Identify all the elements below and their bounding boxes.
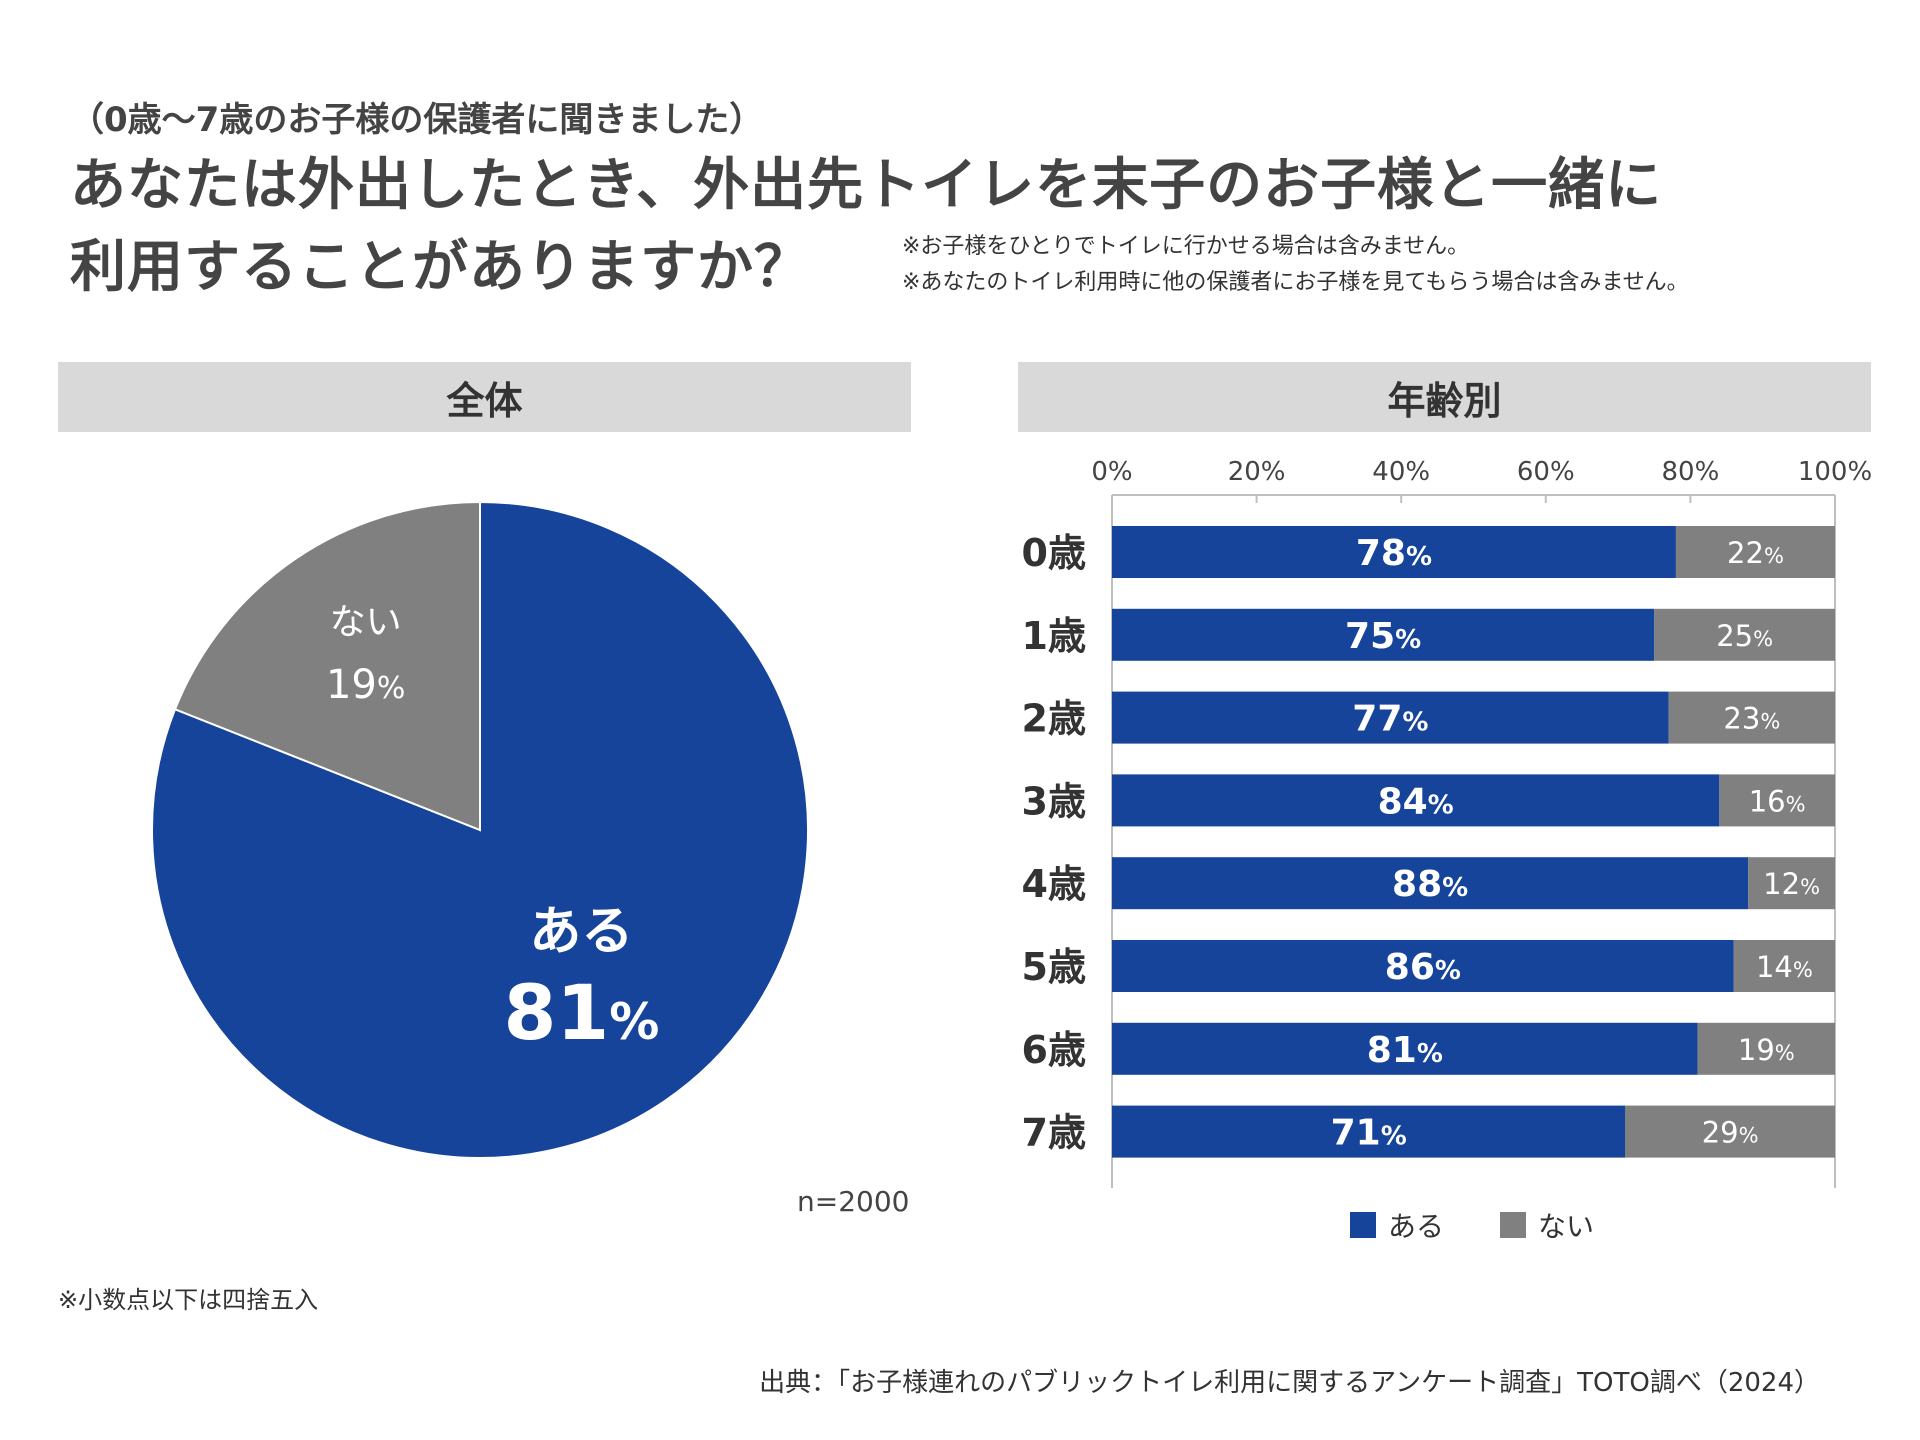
bar-aru [1112,1105,1626,1158]
bar-nai [1719,774,1835,827]
data-label-nai: 29% [1702,1116,1759,1150]
legend-label-aru: ある [1388,1210,1445,1243]
category-label: 4歳 [1022,862,1086,906]
data-label-aru: 86% [1385,947,1461,988]
pie-label-aru: ある [529,902,633,962]
pie-label-nai: ない [330,602,402,643]
bar-nai [1654,608,1835,661]
data-label-aru: 88% [1392,864,1468,905]
bar-nai [1697,1022,1835,1075]
category-label: 2歳 [1022,697,1086,741]
x-tick-label: 80% [1662,457,1720,487]
data-label-nai: 19% [1738,1033,1795,1067]
bar-nai [1748,857,1835,910]
category-label: 7歳 [1022,1111,1086,1155]
bar-aru [1112,1022,1698,1075]
data-label-nai: 25% [1716,619,1773,653]
subquestion: （0歳〜7歳のお子様の保護者に聞きました） [70,100,764,140]
panel-header-overall: 全体 [58,362,911,432]
data-label-nai: 22% [1727,536,1784,570]
data-label-nai: 12% [1763,867,1820,901]
data-label-nai: 23% [1723,702,1780,736]
data-label-aru: 84% [1378,781,1454,822]
legend-item-aru: ある [1350,1205,1444,1245]
bar-nai [1675,526,1835,578]
legend: ある ない [1350,1205,1594,1245]
bar-aru [1112,857,1749,910]
bar-aru [1112,940,1734,992]
bar-nai [1625,1105,1835,1158]
sample-size: n=2000 [797,1185,910,1218]
data-label-aru: 71% [1331,1113,1407,1154]
source-citation: 出典：「お子様連れのパブリックトイレ利用に関するアンケート調査」TOTO調べ（2… [759,1368,1820,1398]
data-label-aru: 81% [1367,1030,1443,1071]
page-title-line2: 利用することがありますか？ [70,235,811,300]
legend-label-nai: ない [1538,1210,1595,1243]
page-title-line1: あなたは外出したとき、外出先トイレを末子のお子様と一緒に [70,153,1663,218]
legend-swatch-aru [1350,1212,1376,1238]
bar-nai [1733,940,1835,992]
pie-slice-nai [173,500,481,832]
data-label-aru: 75% [1345,616,1421,657]
data-label-aru: 78% [1356,533,1432,574]
legend-swatch-nai [1500,1212,1527,1238]
note-line2: ※あなたのトイレ利用時に他の保護者にお子様を見てもらう場合は含みません。 [902,270,1689,295]
x-tick-label: 0% [1091,457,1132,487]
category-label: 5歳 [1022,945,1086,989]
x-tick-label: 100% [1798,457,1872,487]
bar-nai [1668,691,1835,744]
bar-aru [1112,691,1669,744]
x-tick-label: 40% [1372,457,1430,487]
bar-aru [1112,608,1655,661]
data-label-nai: 16% [1749,784,1806,818]
footnote: ※小数点以下は四捨五入 [58,1286,319,1314]
x-tick-label: 60% [1517,457,1575,487]
x-tick-label: 20% [1228,457,1286,487]
note-line1: ※お子様をひとりでトイレに行かせる場合は含みません。 [902,234,1470,259]
data-label-aru: 77% [1352,699,1428,740]
category-label: 6歳 [1022,1028,1086,1072]
data-label-nai: 14% [1756,950,1813,984]
pie-slice-aru [151,500,809,1159]
bar-aru [1112,526,1676,578]
panel-header-by-age: 年齢別 [1018,362,1871,432]
category-label: 0歳 [1022,531,1086,575]
category-label: 3歳 [1022,779,1086,823]
category-label: 1歳 [1022,614,1086,658]
legend-item-nai: ない [1500,1205,1594,1245]
bar-aru [1112,774,1720,827]
